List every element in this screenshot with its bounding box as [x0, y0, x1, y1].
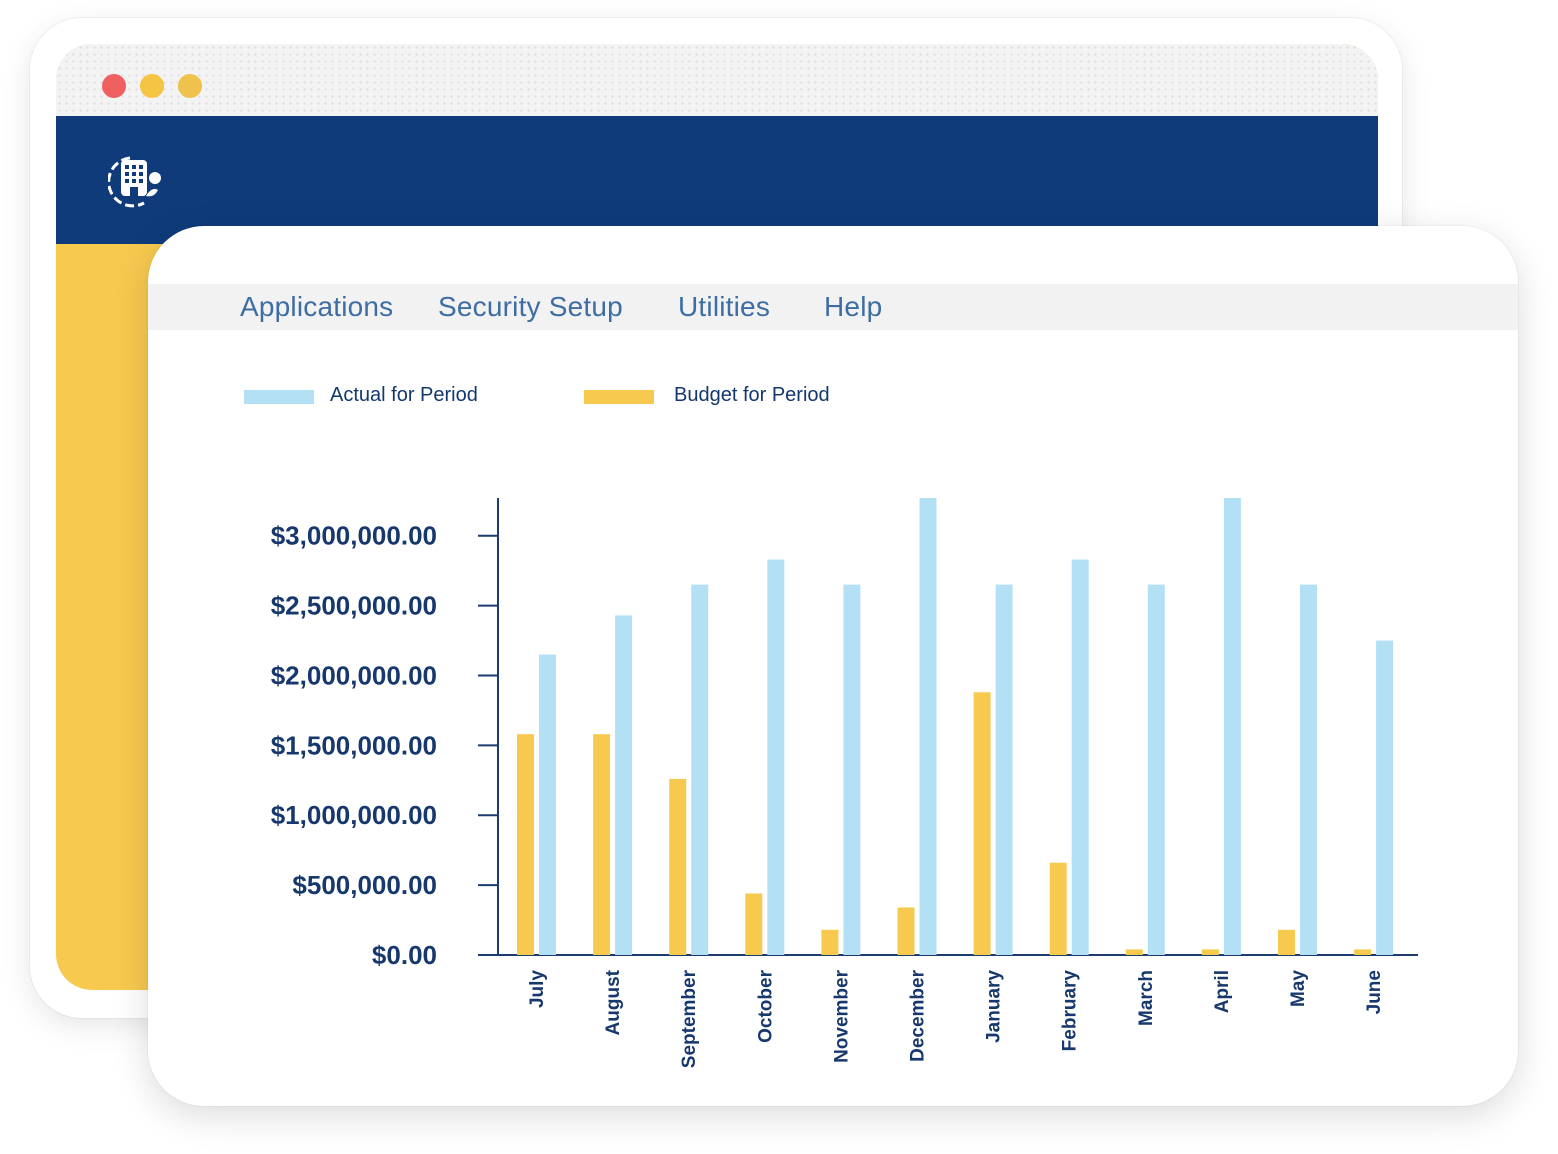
actual-bar: [615, 615, 633, 955]
x-category-label: April: [1212, 970, 1233, 1013]
budget-bar: [669, 778, 687, 955]
actual-bar: [539, 654, 556, 955]
window-titlebar: [56, 44, 1378, 116]
budget-bar: [821, 929, 839, 955]
budget-bar: [1278, 929, 1295, 955]
building-icon[interactable]: [107, 152, 168, 208]
x-category-label: January: [984, 970, 1005, 1043]
budget-bar: [1354, 949, 1372, 955]
x-category-label: August: [603, 969, 624, 1035]
y-tick-label: $3,000,000.00: [271, 521, 437, 551]
app-header: [56, 116, 1378, 244]
x-category-label: May: [1288, 970, 1309, 1007]
budget-bar: [593, 734, 611, 955]
minimize-window-button[interactable]: [140, 74, 164, 98]
legend-actual-swatch: [244, 390, 314, 404]
legend-budget-swatch: [584, 390, 654, 404]
x-category-label: October: [755, 969, 776, 1042]
x-category-label: March: [1136, 970, 1157, 1026]
y-tick-label: $0.00: [372, 940, 437, 970]
menu-bar: Applications Security Setup Utilities He…: [148, 284, 1518, 330]
x-category-label: February: [1060, 970, 1081, 1052]
menu-applications[interactable]: Applications: [240, 291, 394, 322]
actual-bar: [919, 498, 937, 955]
report-window: Applications Security Setup Utilities He…: [148, 226, 1518, 1106]
x-category-label: November: [831, 969, 852, 1063]
menu-utilities[interactable]: Utilities: [678, 291, 771, 322]
budget-bar: [517, 734, 534, 955]
legend-actual-label: Actual for Period: [330, 384, 478, 406]
close-window-button[interactable]: [102, 74, 126, 98]
budget-bar: [745, 893, 763, 955]
actual-bar: [1376, 640, 1394, 955]
actual-bar: [995, 584, 1013, 955]
budget-bar: [973, 692, 991, 955]
x-category-label: July: [527, 970, 548, 1008]
maximize-window-button[interactable]: [178, 74, 202, 98]
actual-bar: [691, 584, 709, 955]
y-tick-label: $500,000.00: [292, 870, 437, 900]
menu-help[interactable]: Help: [824, 291, 883, 322]
actual-bar: [1071, 559, 1089, 955]
actual-bar: [1223, 498, 1241, 955]
bar-chart: $0.00 $500,000.00 $1,000,000.00 $1,500,000.…: [271, 498, 1418, 1068]
budget-bar: [1201, 949, 1219, 955]
y-tick-label: $2,000,000.00: [271, 660, 437, 690]
actual-bar: [767, 559, 785, 955]
budget-bar: [1125, 949, 1143, 955]
menu-security-setup[interactable]: Security Setup: [438, 291, 623, 322]
budget-bar: [897, 907, 915, 955]
budget-bar: [1049, 862, 1067, 955]
x-category-label: June: [1364, 970, 1385, 1014]
y-tick-label: $1,000,000.00: [271, 800, 437, 830]
x-category-label: December: [908, 969, 929, 1061]
y-tick-label: $1,500,000.00: [271, 730, 437, 760]
actual-bar: [1300, 584, 1317, 955]
legend-budget-label: Budget for Period: [674, 384, 830, 406]
x-category-label: September: [679, 969, 700, 1068]
actual-bar: [1147, 584, 1165, 955]
actual-bar: [843, 584, 861, 955]
y-tick-label: $2,500,000.00: [271, 591, 437, 621]
